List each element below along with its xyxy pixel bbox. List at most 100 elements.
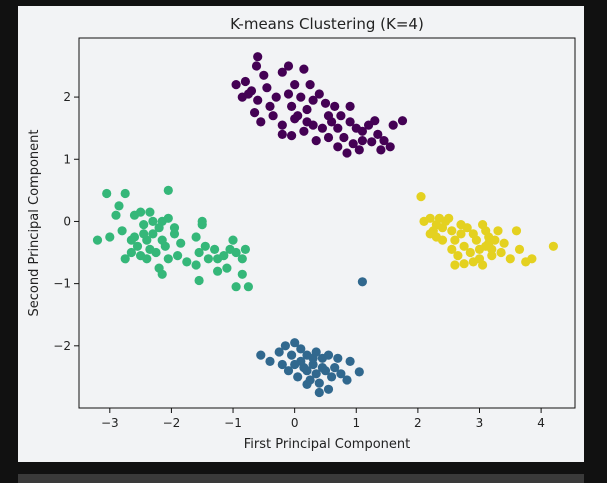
- figure-canvas: −3 −2 −1 0 1 2 3 4 −2 −1 0 1 2 K-means Clustering (K…: [18, 6, 584, 462]
- x-tick-label: 0: [291, 416, 299, 430]
- data-point-cluster-2: [111, 210, 121, 220]
- y-axis-label: Second Principal Component: [27, 130, 42, 317]
- data-point-cluster-3: [453, 251, 463, 261]
- data-point-cluster-2: [157, 235, 167, 245]
- data-point-cluster-3: [481, 226, 491, 236]
- data-point-cluster-0: [379, 136, 389, 146]
- data-point-cluster-0: [277, 129, 287, 139]
- data-point-cluster-2: [182, 257, 192, 267]
- data-point-cluster-0: [308, 95, 318, 105]
- data-point-cluster-1: [330, 363, 340, 373]
- data-point-cluster-0: [348, 139, 358, 149]
- data-point-cluster-2: [231, 282, 241, 292]
- data-point-cluster-0: [302, 104, 312, 115]
- data-point-cluster-0: [265, 101, 275, 111]
- data-point-cluster-0: [333, 142, 343, 152]
- data-point-cluster-0: [253, 95, 263, 105]
- data-point-cluster-3: [527, 254, 537, 264]
- data-point-cluster-2: [102, 188, 112, 199]
- data-point-cluster-0: [311, 136, 321, 146]
- data-point-cluster-2: [92, 235, 103, 245]
- data-point-cluster-2: [142, 254, 152, 264]
- data-point-cluster-0: [323, 111, 334, 121]
- data-point-cluster-3: [459, 241, 469, 251]
- data-point-cluster-1: [256, 350, 266, 360]
- data-point-cluster-2: [210, 244, 220, 254]
- data-point-cluster-1: [302, 379, 312, 389]
- data-point-cluster-3: [511, 226, 522, 236]
- data-point-cluster-1: [290, 338, 300, 348]
- data-point-cluster-1: [327, 372, 337, 382]
- data-point-cluster-3: [450, 260, 460, 270]
- data-point-cluster-0: [342, 148, 352, 158]
- data-point-cluster-0: [339, 132, 349, 143]
- data-point-cluster-3: [474, 254, 485, 264]
- data-point-cluster-2: [213, 266, 223, 276]
- x-tick-label: 1: [352, 416, 360, 430]
- data-point-cluster-0: [262, 83, 272, 93]
- y-tick-label: 0: [63, 214, 71, 228]
- chart-title: K-means Clustering (K=4): [230, 15, 424, 33]
- data-point-cluster-3: [416, 192, 426, 202]
- data-point-cluster-0: [299, 126, 309, 136]
- data-point-cluster-1: [357, 277, 367, 287]
- data-point-cluster-2: [129, 232, 140, 242]
- data-point-cluster-0: [268, 111, 278, 121]
- data-point-cluster-1: [314, 378, 324, 388]
- data-point-cluster-2: [194, 247, 204, 258]
- data-point-cluster-2: [163, 213, 173, 223]
- data-point-cluster-0: [330, 101, 340, 111]
- data-point-cluster-2: [136, 207, 146, 217]
- data-point-cluster-2: [231, 247, 241, 258]
- data-point-cluster-3: [459, 259, 469, 269]
- data-point-cluster-2: [163, 185, 173, 195]
- data-point-cluster-2: [163, 254, 173, 264]
- data-point-cluster-2: [243, 282, 253, 292]
- data-point-cluster-1: [323, 350, 334, 360]
- data-point-cluster-3: [499, 238, 509, 248]
- data-point-cluster-3: [474, 244, 485, 254]
- data-point-cluster-3: [505, 254, 515, 264]
- data-point-cluster-3: [456, 220, 466, 230]
- data-point-cluster-0: [367, 137, 377, 147]
- data-point-cluster-0: [305, 80, 315, 90]
- data-point-cluster-3: [548, 241, 559, 251]
- data-point-cluster-2: [176, 238, 186, 248]
- data-point-cluster-2: [228, 235, 238, 245]
- bottom-bar: [18, 474, 584, 483]
- data-point-cluster-2: [148, 216, 158, 226]
- data-point-cluster-0: [320, 98, 331, 108]
- data-point-cluster-3: [425, 213, 435, 223]
- data-point-cluster-3: [444, 213, 454, 223]
- data-point-cluster-1: [287, 350, 297, 360]
- data-point-cluster-0: [250, 108, 260, 118]
- data-point-cluster-2: [148, 229, 158, 239]
- data-point-cluster-2: [139, 229, 149, 239]
- data-point-cluster-1: [317, 363, 327, 373]
- data-point-cluster-0: [256, 117, 266, 127]
- ticks-layer: −3 −2 −1 0 1 2 3 4 −2 −1 0 1 2: [53, 90, 545, 430]
- data-point-cluster-2: [117, 226, 127, 236]
- data-point-cluster-0: [333, 123, 343, 133]
- data-point-cluster-2: [222, 263, 232, 273]
- y-tick-label: 2: [63, 90, 71, 104]
- x-axis-label: First Principal Component: [244, 437, 411, 452]
- y-tick-label: 1: [63, 152, 71, 166]
- data-point-cluster-0: [314, 89, 324, 99]
- data-point-cluster-1: [342, 375, 352, 385]
- data-point-cluster-3: [434, 213, 444, 223]
- data-point-cluster-3: [450, 235, 460, 245]
- data-point-cluster-1: [280, 341, 290, 351]
- data-point-cluster-3: [456, 229, 466, 239]
- y-tick-label: −2: [53, 339, 71, 353]
- data-point-cluster-3: [447, 244, 457, 254]
- data-point-cluster-0: [317, 123, 327, 133]
- x-tick-label: −2: [163, 416, 181, 430]
- data-point-cluster-3: [465, 247, 475, 258]
- data-point-cluster-2: [197, 216, 207, 226]
- x-tick-label: 2: [414, 416, 422, 430]
- data-point-cluster-0: [376, 145, 386, 155]
- x-tick-label: −3: [101, 416, 119, 430]
- data-point-cluster-0: [293, 111, 303, 121]
